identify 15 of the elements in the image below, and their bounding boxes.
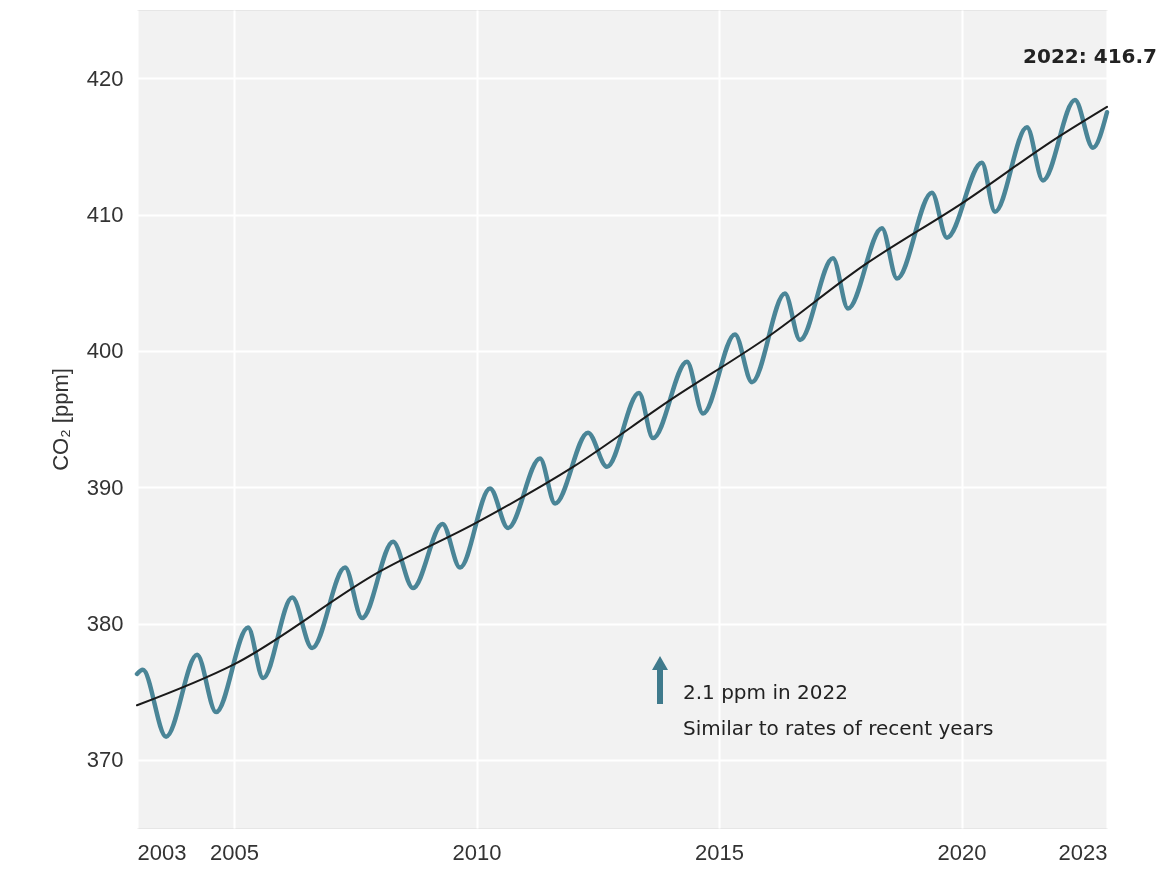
- x-tick-label: 2015: [695, 839, 744, 865]
- y-tick-label: 400: [86, 338, 124, 364]
- x-tick-label: 2005: [210, 839, 259, 865]
- y-tick-label: 380: [86, 611, 124, 636]
- y-tick-label: 370: [86, 747, 124, 773]
- y-tick-label: 420: [86, 65, 124, 91]
- x-tick-label: 2003: [137, 839, 187, 865]
- y-tick-label: 390: [86, 474, 124, 500]
- annotation: 2.1 ppm in 2022 Similar to rates of recent years: [683, 680, 994, 740]
- x-tick-label: 2023: [1058, 839, 1108, 865]
- x-tick-label: 2010: [452, 839, 502, 865]
- x-tick-label: 2020: [937, 839, 987, 865]
- annotation: 2022: 416.7: [1023, 44, 1157, 68]
- y-tick-label: 410: [86, 202, 124, 227]
- y-axis-title: CO₂ [ppm]: [47, 368, 73, 471]
